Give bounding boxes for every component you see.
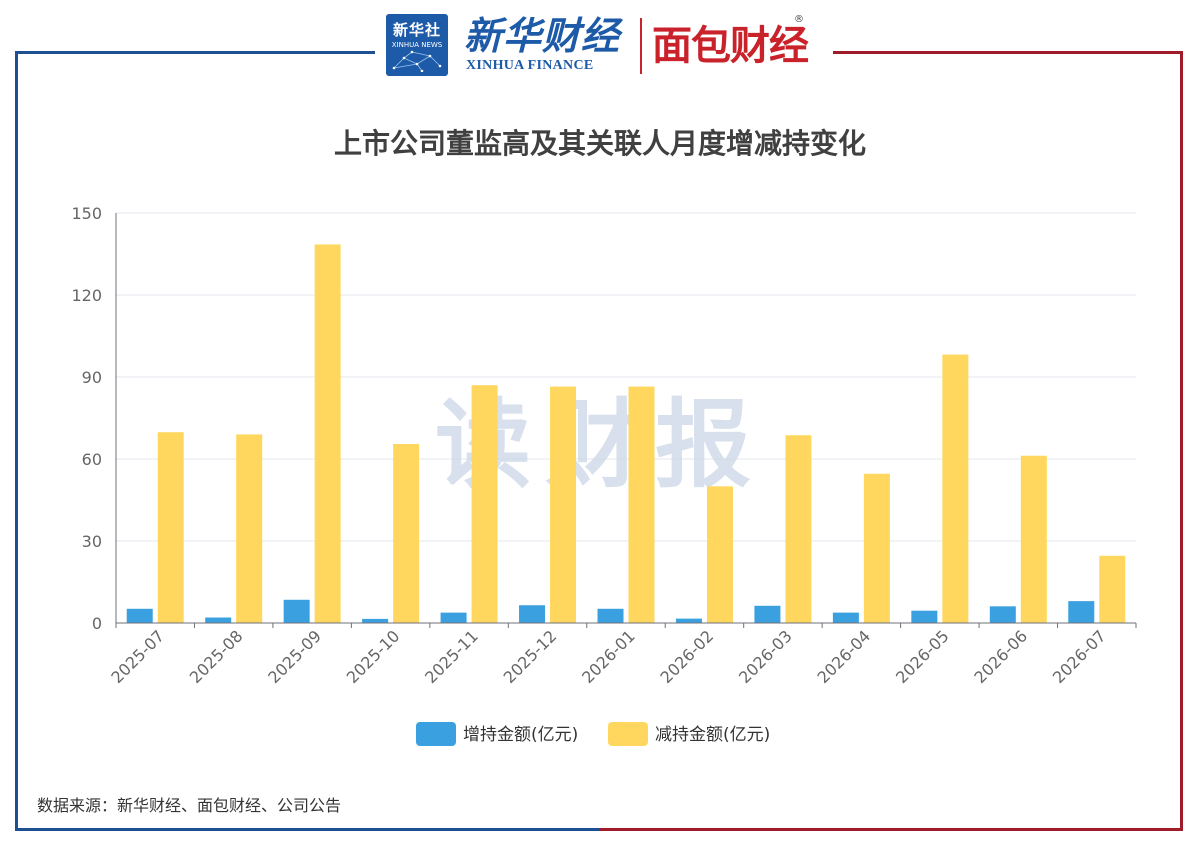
frame-right (1180, 51, 1183, 831)
x-tick-label: 2026-03 (735, 626, 796, 687)
legend-swatch-decrease (608, 722, 648, 746)
bar-increase-2025-11 (440, 612, 467, 623)
bar-increase-2026-04 (832, 612, 859, 623)
bar-increase-2026-02 (675, 618, 702, 623)
bar-decrease-2026-02 (706, 486, 733, 623)
bar-decrease-2025-11 (471, 385, 498, 623)
y-tick-label: 120 (71, 286, 102, 305)
x-tick-label: 2026-05 (892, 626, 953, 687)
bar-increase-2025-08 (205, 617, 232, 623)
x-axis-ticks: 2025-07 2025-08 2025-09 2025-10 2025-11 2025-… (107, 626, 1109, 687)
network-icon (392, 50, 442, 72)
x-axis (115, 213, 1137, 628)
frame-bottom-right (599, 828, 1183, 831)
frame-top-right (833, 51, 1183, 54)
x-tick-label: 2025-09 (264, 626, 325, 687)
xinhua-finance-logo-cn: 新华财经 (464, 13, 621, 58)
y-tick-label: 30 (82, 532, 102, 551)
bar-decrease-2025-09 (314, 244, 341, 623)
x-tick-label: 2025-10 (343, 626, 404, 687)
bar-increase-2025-09 (283, 599, 310, 623)
xinhua-badge-en: XINHUA NEWS (391, 41, 443, 49)
bar-decrease-2025-10 (393, 443, 420, 623)
bars (126, 244, 1126, 623)
xinhua-news-logo: 新华社 XINHUA NEWS (386, 14, 448, 76)
bar-decrease-2026-01 (628, 386, 655, 623)
legend: 增持金额(亿元) 减持金额(亿元) (416, 722, 770, 746)
legend-label-increase: 增持金额(亿元) (463, 725, 578, 745)
y-tick-label: 90 (82, 368, 102, 387)
y-axis-ticks: 0 30 60 90 120 150 (71, 204, 102, 633)
bar-increase-2026-05 (911, 610, 938, 623)
x-tick-label: 2025-12 (500, 626, 561, 687)
data-source-note: 数据来源：新华财经、面包财经、公司公告 (37, 796, 341, 815)
x-tick-label: 2025-08 (186, 626, 247, 687)
frame-top-left (15, 51, 375, 54)
bar-decrease-2025-07 (157, 432, 184, 623)
bar-decrease-2026-03 (785, 435, 812, 623)
logo-separator (640, 18, 642, 74)
legend-swatch-increase (416, 722, 456, 746)
y-tick-label: 150 (71, 204, 102, 223)
x-tick-label: 2026-04 (814, 626, 875, 687)
x-tick-label: 2026-07 (1049, 626, 1110, 687)
bar-decrease-2025-08 (236, 434, 263, 623)
bar-decrease-2026-07 (1099, 555, 1126, 623)
x-tick-label: 2025-11 (421, 626, 482, 687)
bar-decrease-2026-05 (942, 354, 969, 623)
xinhua-badge-cn: 新华社 (392, 21, 441, 39)
x-tick-label: 2025-07 (107, 626, 168, 687)
y-tick-label: 0 (92, 614, 102, 633)
bar-increase-2026-03 (754, 605, 781, 623)
bar-increase-2025-12 (519, 605, 546, 623)
legend-label-decrease: 减持金额(亿元) (655, 725, 770, 745)
x-tick-label: 2026-02 (657, 626, 718, 687)
bar-decrease-2025-12 (550, 386, 577, 623)
x-tick-label: 2026-01 (578, 626, 639, 687)
frame-left (15, 51, 18, 831)
chart-title: 上市公司董监高及其关联人月度增减持变化 (334, 127, 866, 160)
y-tick-label: 60 (82, 450, 102, 469)
mianbao-finance-logo: 面包财经 (652, 23, 809, 69)
bar-increase-2026-01 (597, 608, 624, 623)
bar-decrease-2026-04 (863, 473, 890, 623)
bar-increase-2025-07 (126, 608, 153, 623)
bar-decrease-2026-06 (1020, 455, 1047, 623)
x-tick-label: 2026-06 (970, 626, 1031, 687)
xinhua-finance-logo-en: XINHUA FINANCE (466, 58, 594, 73)
bar-increase-2026-07 (1068, 601, 1095, 623)
bar-increase-2025-10 (362, 618, 389, 623)
header-logos: 新华社 XINHUA NEWS 新华财经 XINHUA FINANCE 面包财经… (384, 12, 818, 80)
registered-mark: ® (794, 14, 804, 25)
frame-bottom-left (15, 828, 599, 831)
bar-increase-2026-06 (989, 606, 1016, 623)
